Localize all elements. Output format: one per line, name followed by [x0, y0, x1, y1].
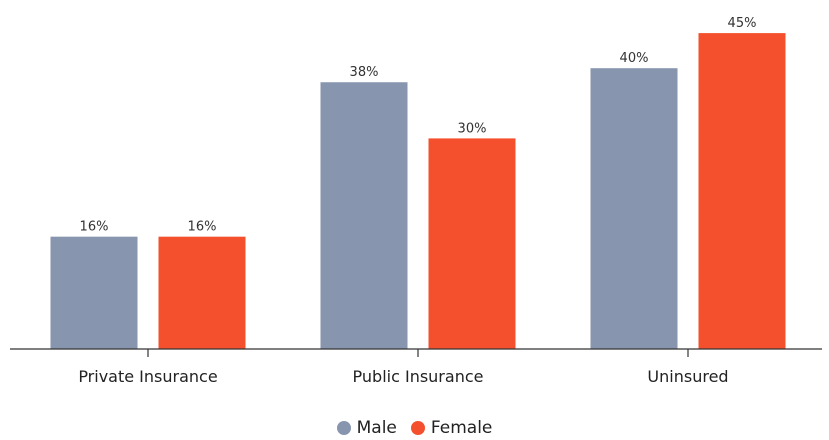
value-label-private-insurance-male: 16%: [80, 220, 109, 235]
value-label-public-insurance-male: 38%: [350, 65, 379, 80]
value-label-uninsured-female: 45%: [728, 16, 757, 31]
category-label-public-insurance: Public Insurance: [353, 367, 484, 386]
value-label-public-insurance-female: 30%: [458, 121, 487, 136]
legend-swatch-male: [336, 421, 351, 435]
category-labels-group: Private Insurance Public Insurance Uninsur…: [78, 367, 728, 386]
legend-item-male: Male: [336, 418, 397, 438]
bars-group: [50, 33, 786, 350]
category-label-private-insurance: Private Insurance: [78, 367, 217, 386]
x-ticks-group: [147, 349, 689, 357]
bar-private-insurance-female: [158, 236, 246, 349]
legend-label-male: Male: [356, 418, 397, 438]
legend-item-female: Female: [410, 418, 493, 438]
value-label-uninsured-male: 40%: [620, 51, 649, 66]
bar-uninsured-female: [698, 33, 786, 349]
legend: Male Female: [0, 418, 829, 438]
category-label-uninsured: Uninsured: [647, 367, 728, 386]
bar-uninsured-male: [590, 68, 678, 349]
legend-swatch-female: [410, 421, 425, 435]
bar-private-insurance-male: [50, 236, 138, 349]
value-label-private-insurance-female: 16%: [188, 220, 217, 235]
bar-chart: 16% 16% 38% 30% 40% 45% Private Insurance Publ…: [10, 16, 822, 386]
legend-label-female: Female: [430, 418, 493, 438]
bar-public-insurance-female: [428, 138, 516, 349]
bar-public-insurance-male: [320, 82, 408, 350]
value-labels-group: 16% 16% 38% 30% 40% 45%: [80, 16, 757, 235]
